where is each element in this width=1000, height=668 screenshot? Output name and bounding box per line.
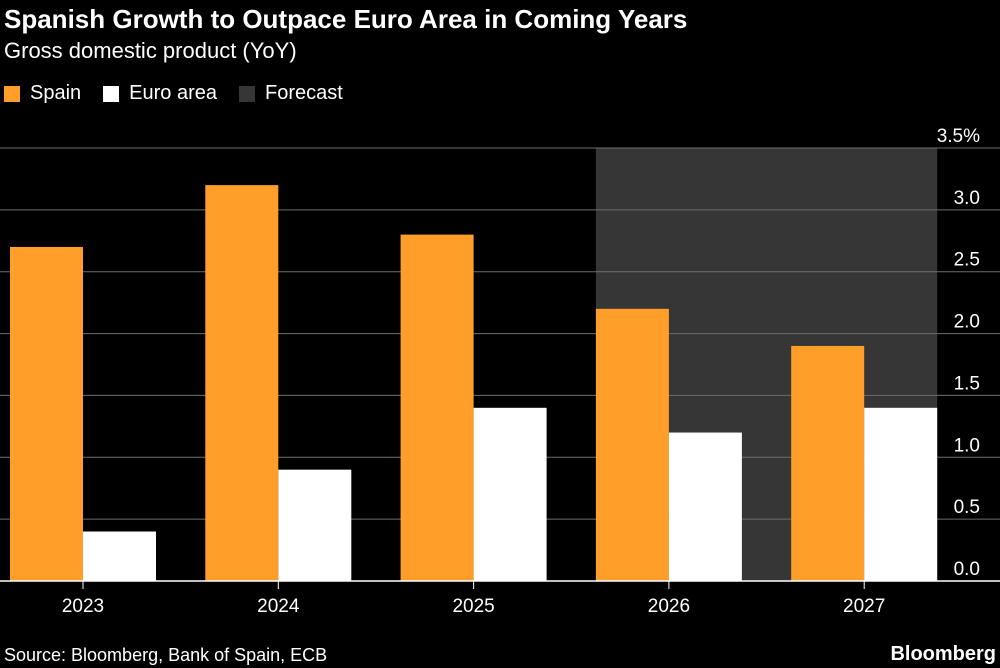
x-tick-label: 2026 — [648, 596, 690, 617]
x-tick-label: 2024 — [257, 596, 300, 617]
bar-euro-area-2025 — [473, 407, 547, 581]
legend-swatch-forecast — [239, 85, 255, 102]
legend-label-forecast: Forecast — [265, 82, 343, 104]
legend-item-euro-area: Euro area — [103, 82, 217, 105]
legend-item-forecast: Forecast — [239, 82, 343, 105]
legend: Spain Euro area Forecast — [4, 82, 365, 105]
bar-spain-2024 — [205, 185, 279, 581]
bar-spain-2023 — [10, 246, 83, 581]
x-tick-label: 2027 — [843, 596, 885, 617]
bar-euro-area-2026 — [668, 432, 742, 581]
x-tick-label: 2025 — [452, 596, 494, 617]
y-tick-label: 2.5 — [954, 250, 980, 271]
y-tick-label: 1.5 — [954, 373, 980, 394]
legend-swatch-spain — [4, 85, 20, 102]
bar-euro-area-2024 — [278, 469, 352, 581]
bar-euro-area-2027 — [864, 407, 938, 581]
legend-label-euro-area: Euro area — [129, 82, 217, 104]
chart-subtitle: Gross domestic product (YoY) — [4, 38, 297, 63]
bar-spain-2025 — [400, 234, 474, 581]
y-tick-label: 3.0 — [954, 188, 980, 209]
source-note: Source: Bloomberg, Bank of Spain, ECB — [4, 645, 328, 665]
y-tick-label: 3.5% — [937, 126, 980, 147]
legend-label-spain: Spain — [30, 82, 82, 104]
bar-euro-area-2023 — [83, 531, 156, 581]
y-tick-label: 0.5 — [954, 497, 980, 518]
x-tick-label: 2023 — [62, 596, 104, 617]
legend-item-spain: Spain — [4, 82, 81, 105]
bar-spain-2027 — [791, 345, 865, 581]
brand-logo: Bloomberg — [890, 643, 996, 665]
chart-title: Spanish Growth to Outpace Euro Area in C… — [4, 4, 688, 34]
y-tick-label: 1.0 — [954, 435, 980, 456]
legend-swatch-euro-area — [103, 85, 120, 102]
y-tick-label: 2.0 — [954, 312, 980, 333]
y-tick-label: 0.0 — [954, 559, 980, 580]
bar-spain-2026 — [595, 308, 669, 581]
